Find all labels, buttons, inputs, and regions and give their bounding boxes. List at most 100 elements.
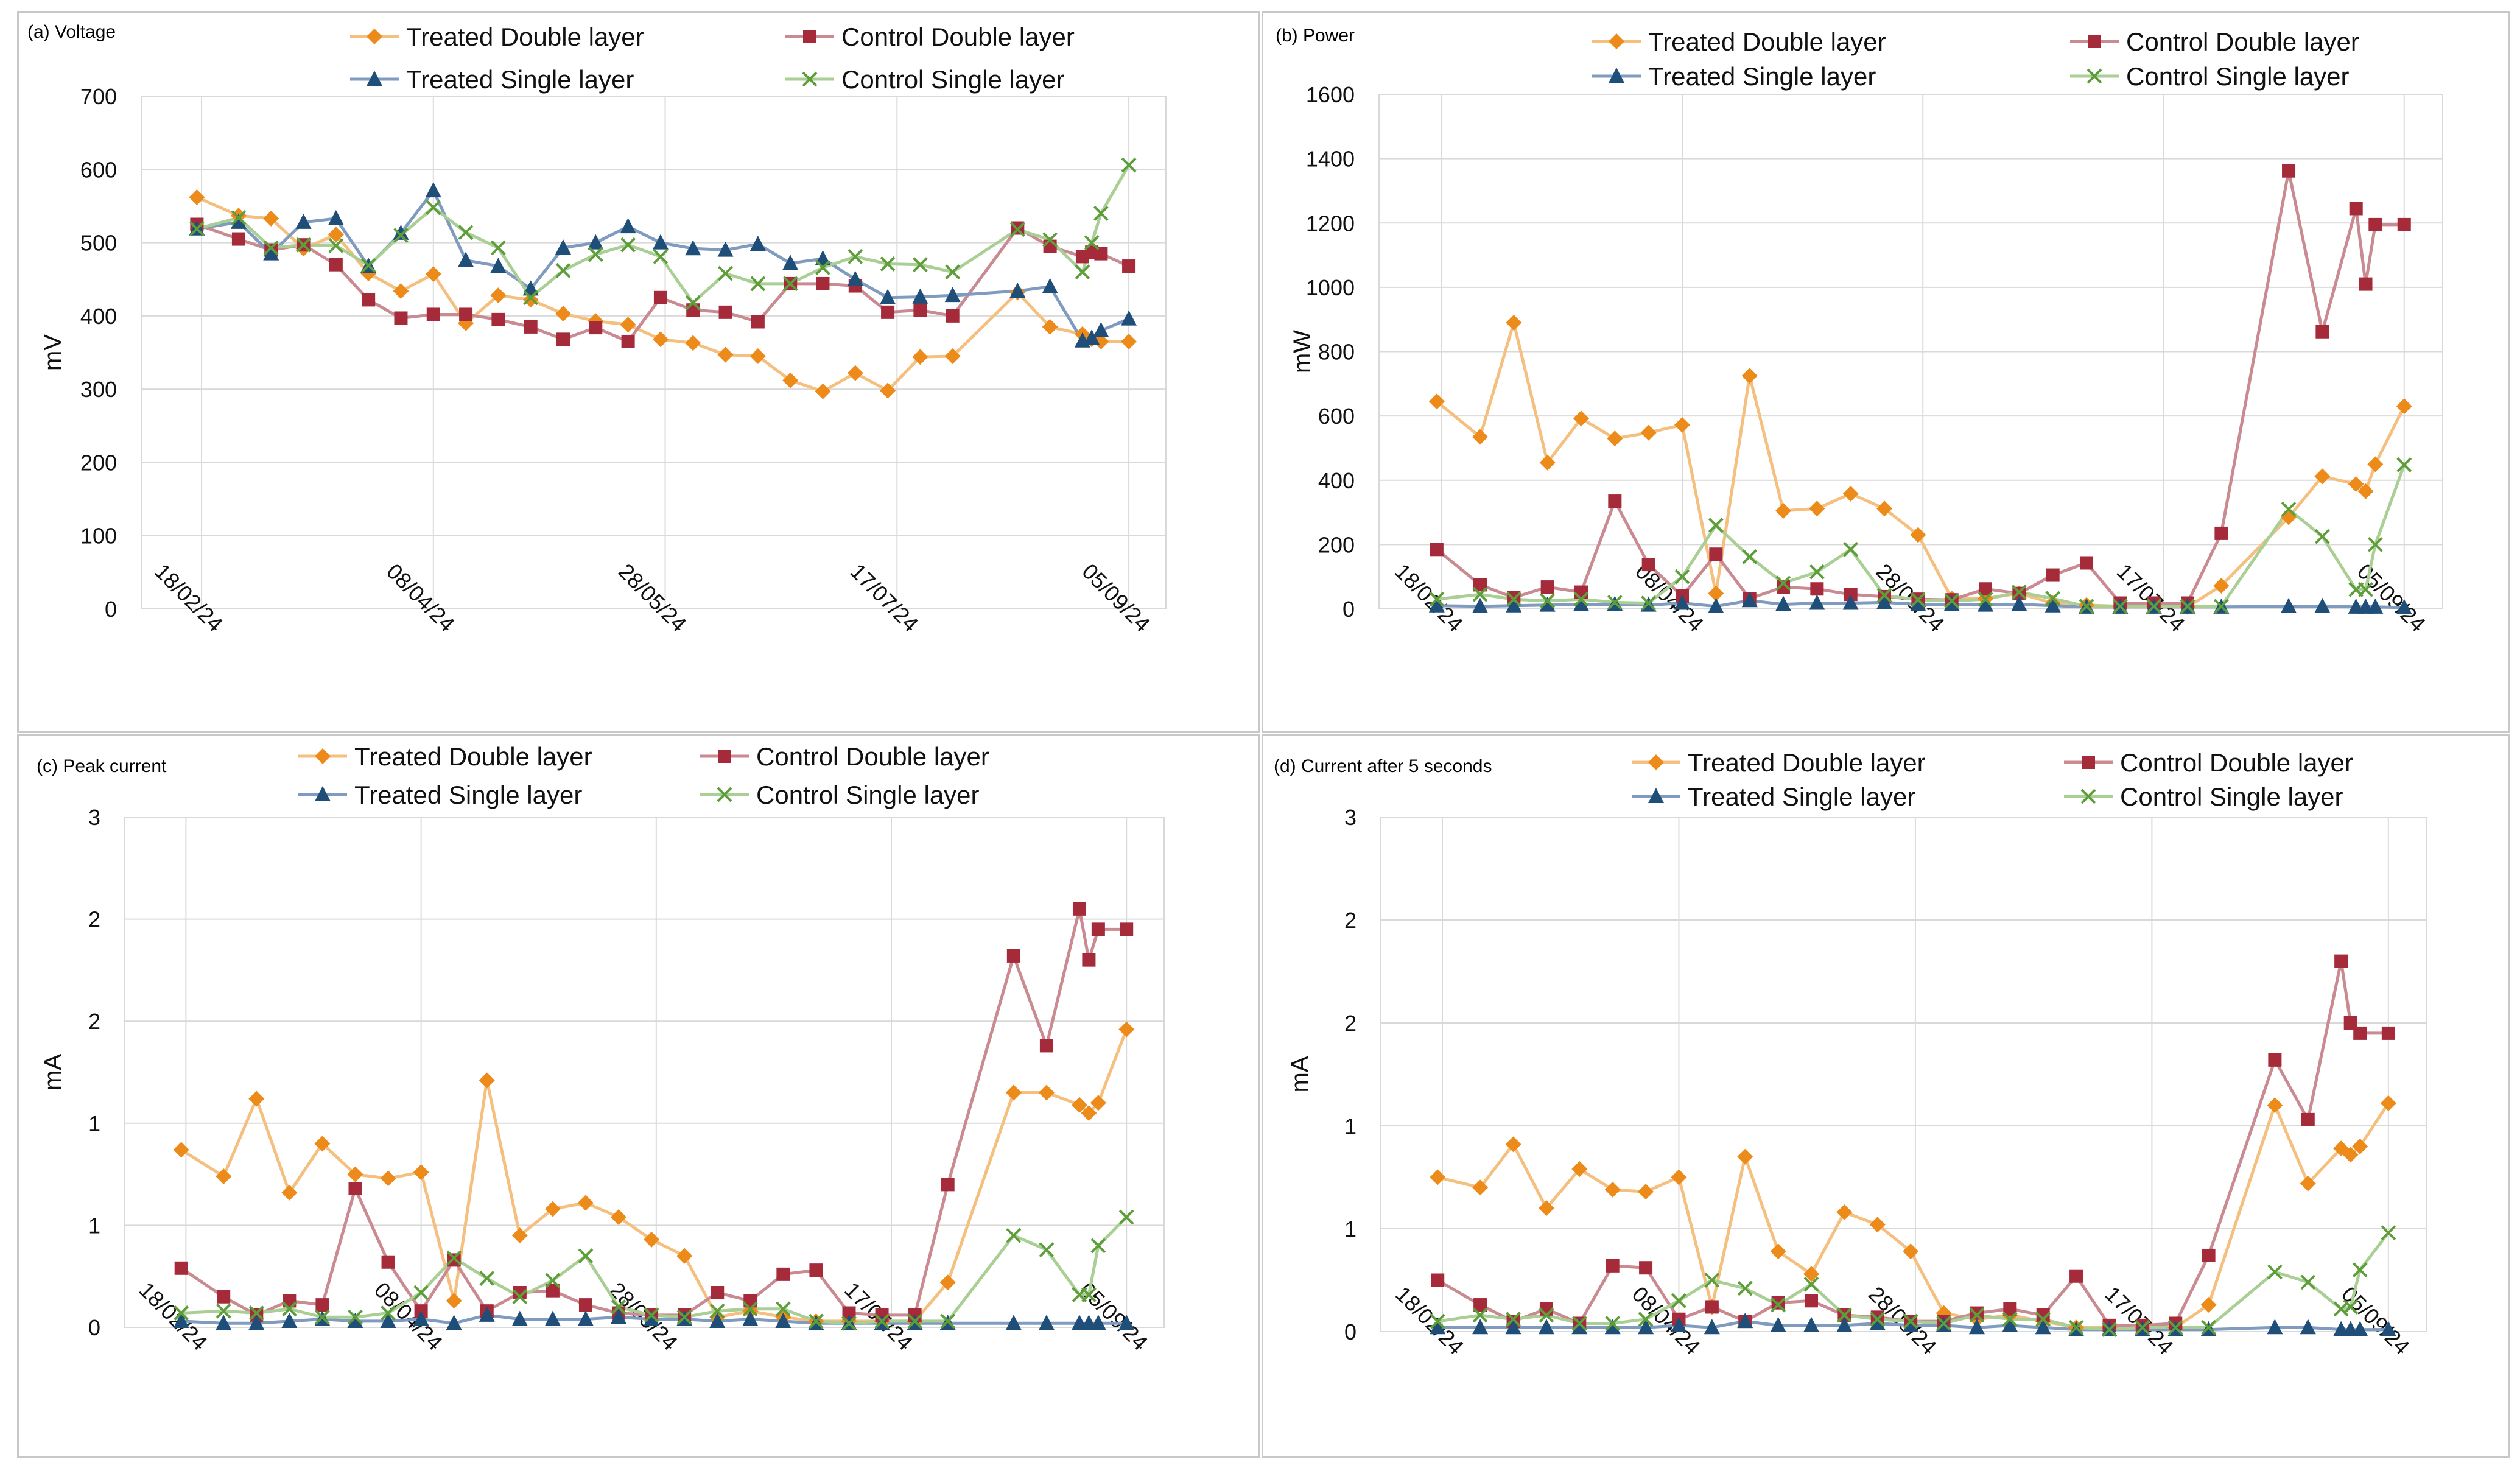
chart-a-point-0	[912, 349, 928, 365]
chart-c-point-3	[578, 1248, 594, 1264]
chart-d-series-line-3	[1437, 1232, 2390, 1332]
chart-c-point-0	[314, 1136, 331, 1152]
chart-d-legend-item-1: Control Double layer	[2064, 748, 2353, 777]
chart-c-point-0	[1038, 1084, 1055, 1101]
chart-c-legend-marker-1	[718, 750, 731, 763]
chart-a: (a) Voltage 0 100 200 300 400 500 600 700 18/02/2…	[27, 22, 1167, 637]
chart-a-point-3	[426, 200, 441, 216]
chart-a-point-1	[362, 293, 376, 307]
chart-d-point-2	[1737, 1313, 1753, 1329]
chart-b-point-1	[1540, 580, 1554, 594]
chart-a-point-0	[685, 335, 701, 351]
chart-c-legend-item-1: Control Double layer	[700, 742, 989, 771]
chart-c-point-0	[577, 1195, 594, 1211]
chart-c-point-1	[381, 1255, 395, 1269]
chart-a-point-0	[782, 372, 799, 388]
chart-c-point-1	[348, 1182, 362, 1196]
chart-c-series-line-3	[181, 1216, 1128, 1325]
chart-c-point-0	[1118, 1021, 1135, 1038]
chart-b-point-3	[1708, 518, 1724, 533]
chart-d-point-2	[2300, 1319, 2316, 1335]
chart-b-point-2	[1573, 595, 1590, 611]
chart-d-point-2	[1770, 1316, 1786, 1332]
chart-d-point-2	[2267, 1319, 2283, 1335]
chart-c-point-0	[1090, 1095, 1106, 1111]
chart-b-point-1	[2359, 277, 2373, 291]
chart-a-point-2	[522, 280, 539, 296]
chart-d-point-3	[1803, 1276, 1819, 1292]
chart-a-point-1	[394, 311, 408, 325]
chart-b-point-3	[1674, 569, 1690, 585]
chart-b-point-2	[2011, 595, 2027, 611]
chart-c-point-3	[314, 1309, 330, 1325]
chart-b-legend-label-1: Control Double layer	[2126, 27, 2359, 56]
chart-c-point-1	[174, 1261, 188, 1275]
chart-b-ytick-label: 400	[1318, 468, 1355, 493]
chart-b-point-1	[1777, 580, 1791, 594]
chart-b-legend-marker-3	[2087, 68, 2102, 84]
chart-c-point-2	[446, 1315, 462, 1330]
chart-d-point-3	[2343, 1299, 2359, 1315]
chart-c-point-3	[446, 1250, 462, 1266]
chart-a-point-2	[295, 213, 312, 229]
chart-a-point-3	[393, 228, 409, 243]
chart-b-point-0	[1428, 393, 1445, 410]
chart-a-point-0	[847, 365, 863, 381]
chart-a-point-0	[1121, 333, 1137, 349]
chart-d-point-1	[2202, 1248, 2216, 1262]
chart-b-point-0	[1708, 585, 1724, 602]
chart-d-point-3	[1870, 1312, 1886, 1327]
chart-d-point-1	[1473, 1298, 1487, 1312]
chart-a-point-1	[653, 290, 667, 304]
chart-c-legend-marker-2	[315, 786, 331, 801]
chart-a-legend-marker-0	[367, 29, 382, 44]
chart-a-point-1	[913, 303, 927, 317]
chart-c-point-1	[809, 1263, 823, 1277]
chart-a-point-0	[749, 348, 766, 365]
chart-c-point-3	[841, 1315, 857, 1331]
chart-a-legend-marker-1	[803, 30, 816, 43]
chart-d-point-0	[1836, 1204, 1853, 1220]
chart-b-point-3	[2314, 529, 2330, 544]
chart-a-legend-item-3: Control Single layer	[785, 65, 1065, 94]
chart-b-point-0	[1910, 527, 1926, 543]
chart-a-point-2	[1084, 329, 1100, 345]
chart-d-point-2	[2380, 1321, 2396, 1336]
chart-b-ytick-label: 1400	[1306, 147, 1355, 172]
chart-d-point-0	[1430, 1169, 1446, 1185]
chart-a-point-2	[263, 245, 279, 261]
chart-b-point-3	[1429, 591, 1445, 607]
chart-b-point-1	[2397, 217, 2411, 231]
chart-a-point-2	[393, 224, 409, 240]
chart-a-legend-item-0: Treated Double layer	[350, 23, 644, 51]
chart-d-point-1	[2036, 1308, 2050, 1322]
chart-b-legend-item-1: Control Double layer	[2070, 27, 2359, 56]
chart-c-point-3	[874, 1313, 890, 1329]
chart-d-point-1	[2381, 1026, 2395, 1040]
chart-b-point-0	[2314, 468, 2331, 485]
chart-c-point-0	[248, 1090, 265, 1107]
chart-b-point-0	[1876, 500, 1893, 517]
chart-a-ylabel: mV	[40, 334, 66, 371]
chart-a-point-3	[653, 249, 669, 264]
chart-b-legend-marker-1	[2088, 35, 2101, 48]
chart-b-legend-label-0: Treated Double layer	[1648, 27, 1886, 56]
chart-d-legend-item-0: Treated Double layer	[1632, 748, 1926, 777]
chart-b-point-3	[1573, 591, 1589, 607]
chart-c-point-2	[281, 1312, 298, 1328]
chart-b-ytick-label: 1600	[1306, 82, 1355, 107]
chart-a-xtick-label: 28/05/24	[614, 559, 692, 637]
chart-d-ytick-label: 2	[1344, 908, 1357, 933]
chart-c-point-0	[611, 1209, 627, 1225]
chart-b-point-0	[1674, 416, 1691, 433]
chart-a-point-2	[652, 234, 669, 250]
chart-b-point-0	[2396, 398, 2412, 415]
chart-c-point-3	[709, 1303, 725, 1319]
chart-c-legend-label-0: Treated Double layer	[354, 742, 592, 771]
chart-a-point-0	[815, 383, 831, 399]
chart-d-point-2	[1968, 1319, 1985, 1335]
chart-c-point-2	[709, 1312, 726, 1328]
chart-c-point-2	[380, 1312, 396, 1328]
chart-d-point-1	[2268, 1053, 2282, 1067]
chart-b-legend-item-3: Control Single layer	[2070, 62, 2350, 91]
